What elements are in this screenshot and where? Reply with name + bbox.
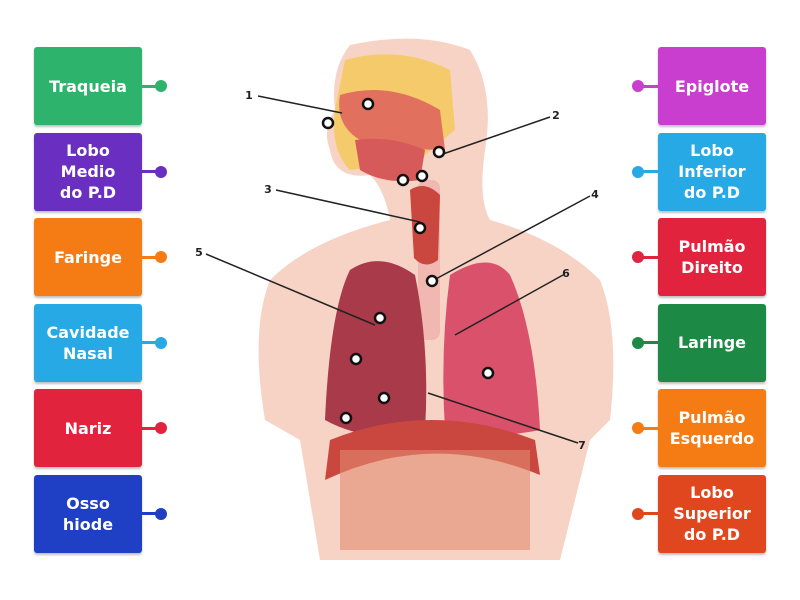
tile-dot bbox=[155, 422, 167, 434]
label-tile[interactable]: Faringe bbox=[34, 218, 142, 296]
label-tile[interactable]: Pulmão Direito bbox=[658, 218, 766, 296]
marker-number: 7 bbox=[578, 439, 586, 452]
label-tile[interactable]: Lobo Superior do P.D bbox=[658, 474, 766, 553]
marker-number: 3 bbox=[264, 183, 272, 196]
tile-connector bbox=[142, 426, 158, 430]
leader-line bbox=[454, 274, 564, 336]
tile-dot bbox=[155, 507, 167, 520]
drop-pin[interactable] bbox=[361, 97, 375, 111]
mouth bbox=[355, 138, 425, 182]
marker-number: 4 bbox=[591, 188, 599, 201]
drop-pins bbox=[321, 97, 495, 425]
leader-line bbox=[431, 195, 591, 282]
tile-connector bbox=[642, 341, 658, 344]
tile-dot bbox=[632, 165, 644, 178]
tile-connector bbox=[142, 512, 158, 515]
tile-connector bbox=[642, 426, 658, 430]
leader-line bbox=[257, 95, 343, 114]
tile-connector bbox=[642, 170, 658, 173]
tile-dot bbox=[155, 251, 167, 263]
tile-dot bbox=[155, 165, 167, 178]
label-tile[interactable]: Pulmão Esquerdo bbox=[658, 389, 766, 467]
label-tile[interactable]: Cavidade Nasal bbox=[34, 303, 142, 382]
tile-dot bbox=[155, 336, 167, 349]
label-tile[interactable]: Epiglote bbox=[658, 47, 766, 125]
marker-labels: 1 2 3 4 5 6 7 bbox=[195, 89, 599, 452]
drop-pin[interactable] bbox=[321, 116, 335, 130]
drop-pin[interactable] bbox=[432, 145, 446, 159]
tile-dot bbox=[632, 80, 644, 92]
leader-line bbox=[427, 392, 579, 444]
label-tile[interactable]: Lobo Medio do P.D bbox=[34, 132, 142, 211]
label-tile[interactable]: Laringe bbox=[658, 303, 766, 382]
drop-pin[interactable] bbox=[373, 311, 387, 325]
leader-line bbox=[439, 116, 551, 156]
tile-connector bbox=[142, 84, 158, 88]
tile-connector bbox=[142, 170, 158, 173]
drop-pin[interactable] bbox=[377, 391, 391, 405]
abdomen bbox=[340, 450, 530, 550]
tile-connector bbox=[642, 512, 658, 515]
tile-dot bbox=[632, 336, 644, 349]
marker-number: 5 bbox=[195, 246, 203, 259]
leader-lines bbox=[205, 95, 591, 444]
drop-pin[interactable] bbox=[415, 169, 429, 183]
marker-number: 2 bbox=[552, 109, 560, 122]
leader-line bbox=[205, 253, 376, 326]
tile-dot bbox=[632, 422, 644, 434]
tile-connector bbox=[642, 84, 658, 88]
label-tile[interactable]: Traqueia bbox=[34, 47, 142, 125]
label-tile[interactable]: Lobo Inferior do P.D bbox=[658, 132, 766, 211]
leader-line bbox=[275, 189, 421, 223]
drop-pin[interactable] bbox=[339, 411, 353, 425]
drop-pin[interactable] bbox=[396, 173, 410, 187]
label-tile[interactable]: Osso hiode bbox=[34, 474, 142, 553]
right-lung bbox=[325, 261, 427, 436]
tile-connector bbox=[642, 255, 658, 259]
drop-pin[interactable] bbox=[481, 366, 495, 380]
marker-number: 1 bbox=[245, 89, 253, 102]
drop-pin[interactable] bbox=[349, 352, 363, 366]
drop-pin[interactable] bbox=[425, 274, 439, 288]
tile-dot bbox=[155, 80, 167, 92]
drop-pin[interactable] bbox=[413, 221, 427, 235]
label-tile[interactable]: Nariz bbox=[34, 389, 142, 467]
left-lung bbox=[443, 262, 540, 435]
marker-number: 6 bbox=[562, 267, 570, 280]
tile-connector bbox=[142, 255, 158, 259]
tile-connector bbox=[142, 341, 158, 344]
tile-dot bbox=[632, 251, 644, 263]
tile-dot bbox=[632, 507, 644, 520]
